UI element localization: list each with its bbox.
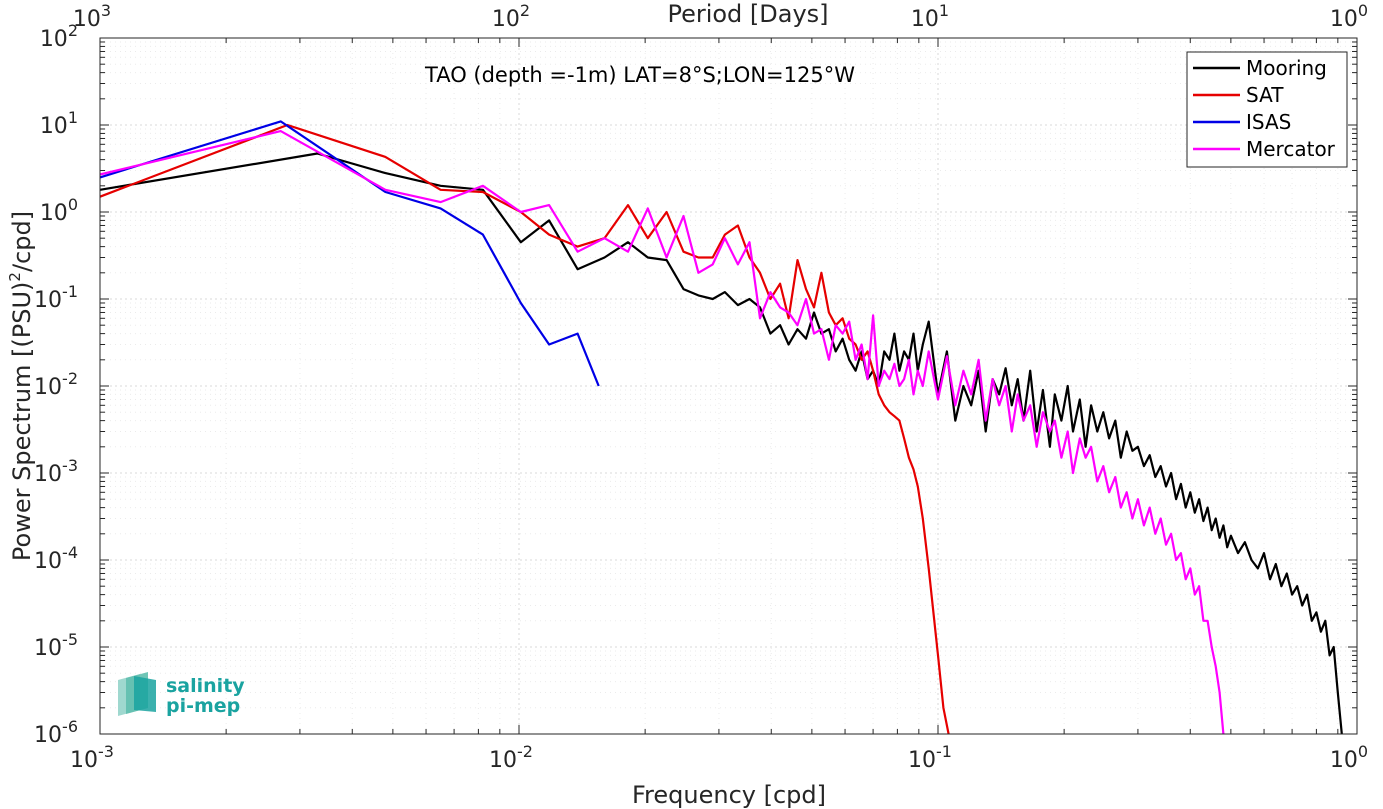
y-tick-label: 10-4: [34, 543, 78, 574]
top-tick-label: 101: [911, 1, 949, 32]
logo-text-line2: pi-mep: [166, 695, 240, 717]
series-line-sat: [99, 123, 950, 735]
top-tick-label: 100: [1330, 1, 1368, 32]
top-axis-label: Period [Days]: [667, 0, 828, 28]
y-tick-label: 10-5: [34, 630, 78, 661]
legend: Mooring SAT ISAS Mercator: [1186, 51, 1348, 168]
series-line-mercator: [99, 130, 1225, 735]
legend-label-sat: SAT: [1246, 83, 1284, 107]
y-axis-label-sup: 2: [6, 272, 24, 282]
y-tick-label: 102: [40, 21, 78, 52]
chart-title: TAO (depth =-1m) LAT=8°S;LON=125°W: [424, 63, 855, 87]
top-tick-label: 103: [73, 1, 111, 32]
x-axis-label: Frequency [cpd]: [632, 781, 826, 809]
y-axis-label-tail: /cpd]: [8, 211, 36, 272]
y-tick-label: 101: [40, 108, 78, 139]
y-tick-label: 10-2: [34, 369, 78, 400]
top-tick-label: 102: [492, 1, 530, 32]
y-tick-label: 10-3: [34, 456, 78, 487]
legend-label-mercator: Mercator: [1246, 137, 1336, 161]
plot-frame: [99, 37, 1358, 735]
y-tick-label: 10-1: [34, 282, 78, 313]
legend-label-isas: ISAS: [1246, 110, 1291, 134]
logo-text-line1: salinity: [166, 675, 245, 697]
series-layer: [99, 120, 1343, 735]
series-line-mooring: [99, 152, 1343, 735]
y-tick-label: 10-6: [34, 717, 78, 748]
x-tick-label: 10-2: [489, 742, 533, 773]
series-line-isas: [99, 120, 600, 387]
grid: [99, 38, 1357, 735]
y-axis-label-main: Power Spectrum [(PSU): [8, 282, 36, 561]
x-tick-label: 10-3: [70, 742, 114, 773]
y-tick-label: 100: [40, 195, 78, 226]
y-axis-label: Power Spectrum [(PSU)2/cpd]: [6, 211, 36, 561]
salinity-pimep-logo: salinity pi-mep: [118, 672, 245, 717]
axis-ticks: [99, 38, 1357, 735]
x-tick-label: 10-1: [908, 742, 952, 773]
legend-label-mooring: Mooring: [1246, 56, 1327, 80]
x-tick-label: 100: [1330, 742, 1368, 773]
